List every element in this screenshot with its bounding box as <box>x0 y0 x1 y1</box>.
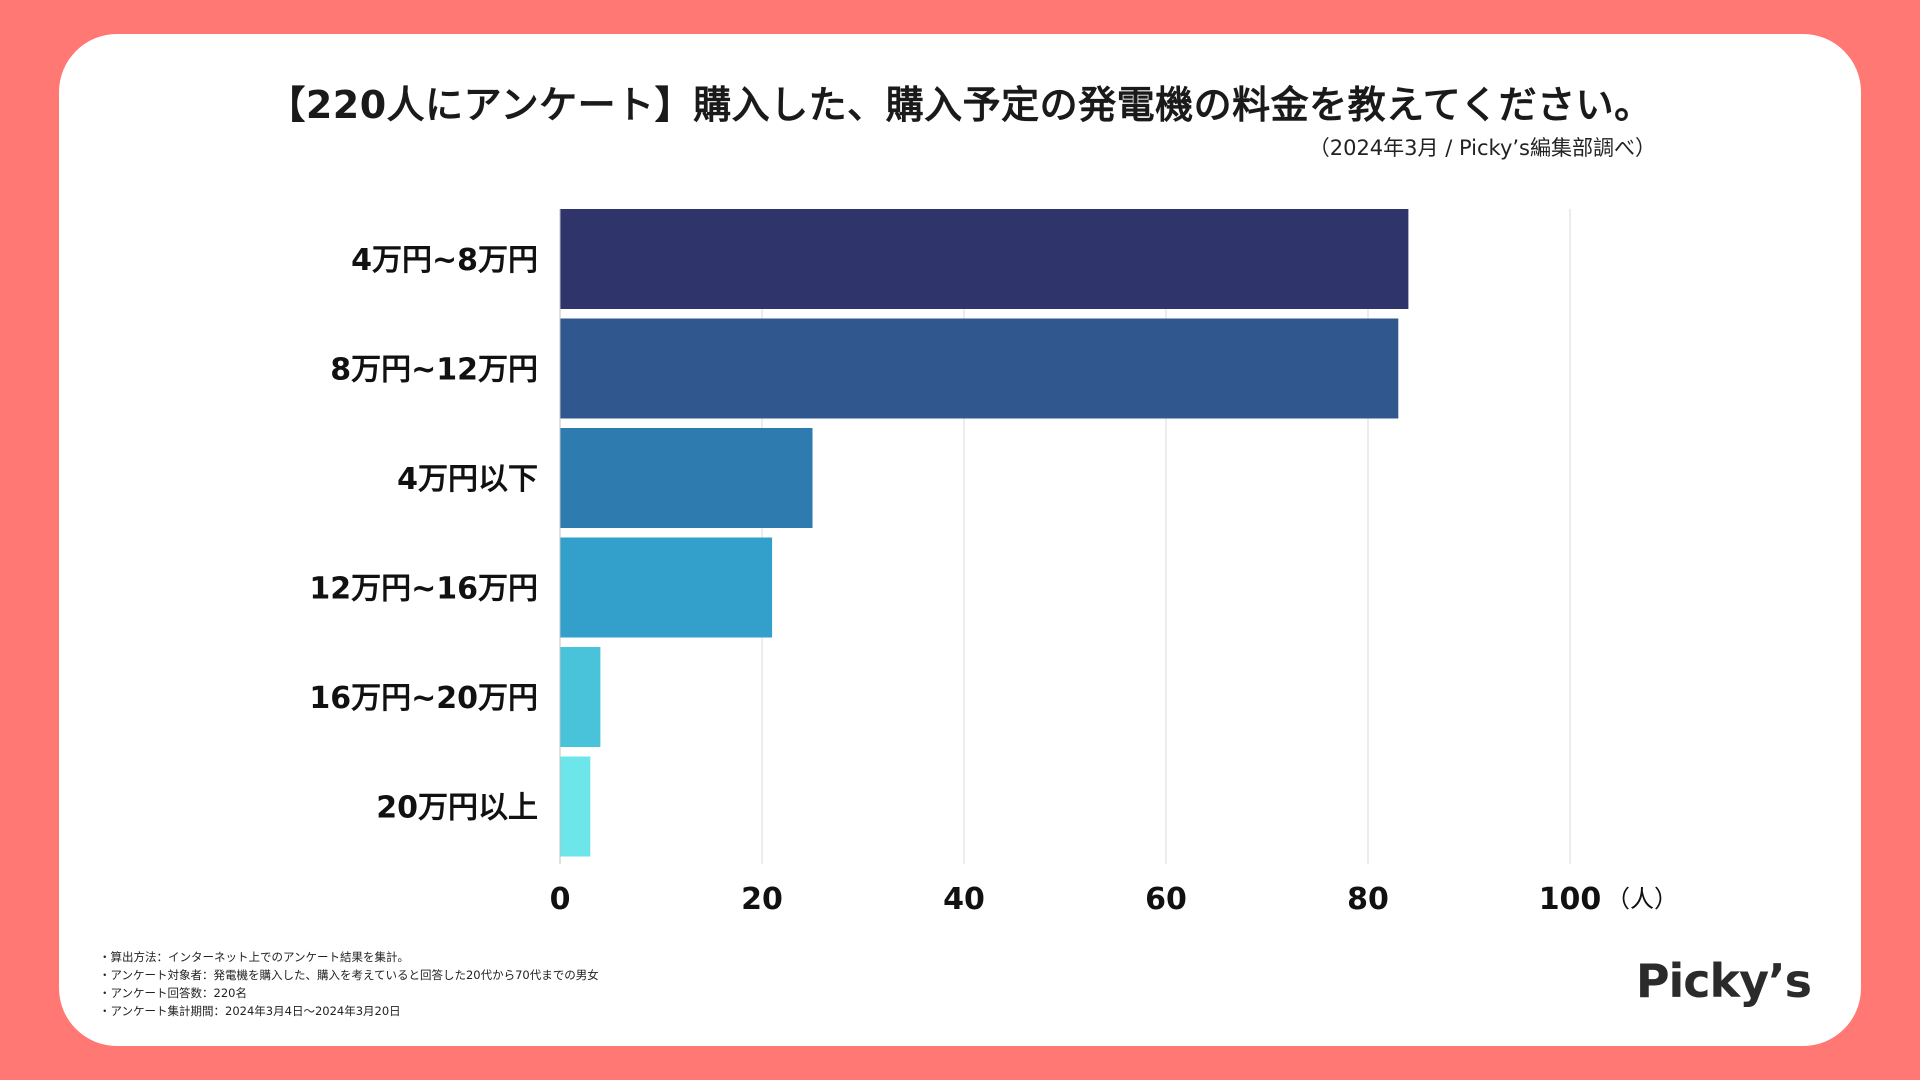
bar-5 <box>560 756 591 857</box>
survey-notes: ・算出方法：インターネット上でのアンケート結果を集計。 ・アンケート対象者：発電… <box>99 948 599 1020</box>
category-label-0: 4万円~8万円 <box>351 243 538 278</box>
x-tick-label-0: 0 <box>550 882 571 917</box>
chart-card: 【220人にアンケート】購入した、購入予定の発電機の料金を教えてください。 （2… <box>59 34 1861 1046</box>
category-label-3: 12万円~16万円 <box>309 572 538 607</box>
chart-title: 【220人にアンケート】購入した、購入予定の発電機の料金を教えてください。 <box>267 83 1653 127</box>
chart-source: （2024年3月 / Picky’s編集部調べ） <box>1308 136 1656 160</box>
note-respondents: ・アンケート回答数：220名 <box>99 986 247 1000</box>
x-axis-unit: （人） <box>1606 885 1678 913</box>
bar-4 <box>560 647 601 747</box>
x-tick-label-1: 20 <box>741 882 783 917</box>
category-label-5: 20万円以上 <box>376 791 538 826</box>
bar-1 <box>560 318 1399 419</box>
x-tick-label-3: 60 <box>1145 882 1187 917</box>
x-tick-label-5: 100 <box>1539 882 1602 917</box>
brand-logo: Picky’s <box>1635 954 1812 1008</box>
bar-3 <box>560 537 773 638</box>
note-period: ・アンケート集計期間：2024年3月4日〜2024年3月20日 <box>99 1004 401 1018</box>
bar-2 <box>560 428 813 528</box>
x-tick-label-2: 40 <box>943 882 985 917</box>
category-label-1: 8万円~12万円 <box>330 353 538 388</box>
note-target: ・アンケート対象者：発電機を購入した、購入を考えていると回答した20代から70代… <box>99 968 599 982</box>
bar-0 <box>560 209 1409 309</box>
x-tick-label-4: 80 <box>1347 882 1389 917</box>
category-label-4: 16万円~20万円 <box>309 681 538 716</box>
category-label-2: 4万円以下 <box>397 462 538 497</box>
note-method: ・算出方法：インターネット上でのアンケート結果を集計。 <box>99 950 410 964</box>
bar-chart: 4万円~8万円 8万円~12万円 4万円以下 12万円~16万円 16万円~20万円 20… <box>309 209 1678 917</box>
